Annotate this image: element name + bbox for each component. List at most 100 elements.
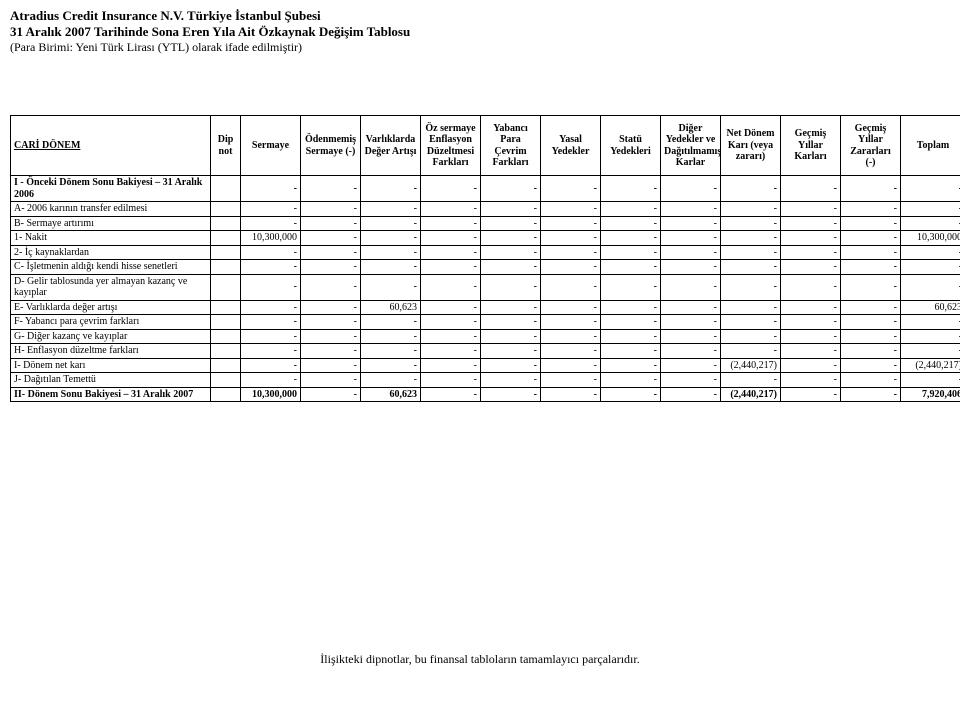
cell: - — [361, 245, 421, 260]
table-header: CARİ DÖNEM Dip not Sermaye Ödenmemiş Ser… — [11, 116, 960, 176]
cell: - — [541, 387, 601, 402]
cell: 60,623 — [361, 387, 421, 402]
cell: - — [361, 216, 421, 231]
cell: - — [841, 315, 901, 330]
cell: - — [421, 202, 481, 217]
cell: - — [901, 216, 960, 231]
cell: - — [301, 274, 361, 300]
cell: - — [301, 358, 361, 373]
cell: - — [361, 274, 421, 300]
cell: - — [841, 387, 901, 402]
cell: - — [601, 216, 661, 231]
cell — [211, 358, 241, 373]
cell: - — [841, 358, 901, 373]
cell: - — [301, 387, 361, 402]
cell: 10,300,000 — [241, 231, 301, 246]
cell: - — [661, 274, 721, 300]
cell — [211, 373, 241, 388]
cell: - — [361, 260, 421, 275]
col-sermaye: Sermaye — [241, 116, 301, 176]
cell: - — [841, 344, 901, 359]
col-gecmis-zarar: Geçmiş Yıllar Zararları (-) — [841, 116, 901, 176]
cell: - — [421, 300, 481, 315]
col-varlik: Varlıklarda Değer Artışı — [361, 116, 421, 176]
table-row: G- Diğer kazanç ve kayıplar------------ — [11, 329, 960, 344]
cell: - — [481, 344, 541, 359]
cell: - — [721, 274, 781, 300]
cell: - — [601, 315, 661, 330]
cell: - — [241, 329, 301, 344]
cell: - — [901, 344, 960, 359]
cell — [211, 231, 241, 246]
cell — [211, 260, 241, 275]
cell: - — [721, 373, 781, 388]
cell: - — [301, 216, 361, 231]
cell: - — [301, 315, 361, 330]
row-label: C- İşletmenin aldığı kendi hisse senetle… — [11, 260, 211, 275]
report-title: 31 Aralık 2007 Tarihinde Sona Eren Yıla … — [10, 24, 950, 40]
cell: - — [421, 216, 481, 231]
cell: - — [361, 202, 421, 217]
cell: - — [661, 231, 721, 246]
col-netdonem: Net Dönem Karı (veya zararı) — [721, 116, 781, 176]
cell: - — [301, 260, 361, 275]
cell: - — [601, 373, 661, 388]
table-row: I - Önceki Dönem Sonu Bakiyesi – 31 Aral… — [11, 176, 960, 202]
section-label: CARİ DÖNEM — [11, 116, 211, 176]
equity-change-table-wrap: CARİ DÖNEM Dip not Sermaye Ödenmemiş Ser… — [10, 115, 950, 402]
cell: - — [421, 387, 481, 402]
table-row: C- İşletmenin aldığı kendi hisse senetle… — [11, 260, 960, 275]
cell: - — [301, 373, 361, 388]
cell: - — [661, 373, 721, 388]
cell — [211, 245, 241, 260]
cell: - — [901, 315, 960, 330]
cell: - — [481, 373, 541, 388]
cell — [211, 344, 241, 359]
cell: - — [781, 176, 841, 202]
cell — [211, 315, 241, 330]
col-statu: Statü Yedekleri — [601, 116, 661, 176]
cell: - — [781, 344, 841, 359]
cell: - — [841, 260, 901, 275]
cell: - — [661, 245, 721, 260]
table-row: A- 2006 karının transfer edilmesi-------… — [11, 202, 960, 217]
cell: - — [841, 373, 901, 388]
cell: - — [481, 274, 541, 300]
cell: - — [301, 202, 361, 217]
cell — [211, 274, 241, 300]
cell: - — [421, 274, 481, 300]
cell: - — [541, 358, 601, 373]
cell: - — [601, 231, 661, 246]
cell: - — [541, 373, 601, 388]
cell: - — [421, 315, 481, 330]
company-name: Atradius Credit Insurance N.V. Türkiye İ… — [10, 8, 950, 24]
cell — [211, 216, 241, 231]
currency-note: (Para Birimi: Yeni Türk Lirası (YTL) ola… — [10, 40, 950, 55]
row-label: G- Diğer kazanç ve kayıplar — [11, 329, 211, 344]
table-row: 1- Nakit10,300,000----------10,300,000 — [11, 231, 960, 246]
col-diger: Diğer Yedekler ve Dağıtılmamış Karlar — [661, 116, 721, 176]
cell: - — [361, 176, 421, 202]
cell: (2,440,217) — [901, 358, 960, 373]
row-label: I - Önceki Dönem Sonu Bakiyesi – 31 Aral… — [11, 176, 211, 202]
table-row: E- Varlıklarda değer artışı--60,623-----… — [11, 300, 960, 315]
cell: - — [781, 300, 841, 315]
cell: - — [481, 202, 541, 217]
col-dipnot: Dip not — [211, 116, 241, 176]
cell — [211, 387, 241, 402]
cell: - — [721, 300, 781, 315]
cell: - — [361, 315, 421, 330]
cell: - — [841, 231, 901, 246]
cell: - — [721, 216, 781, 231]
row-label: A- 2006 karının transfer edilmesi — [11, 202, 211, 217]
row-label: B- Sermaye artırımı — [11, 216, 211, 231]
cell: - — [901, 202, 960, 217]
row-label: F- Yabancı para çevrim farkları — [11, 315, 211, 330]
cell: - — [481, 358, 541, 373]
cell: - — [241, 315, 301, 330]
cell: - — [721, 231, 781, 246]
cell: - — [901, 176, 960, 202]
cell: - — [601, 245, 661, 260]
cell: 60,623 — [901, 300, 960, 315]
row-label: 1- Nakit — [11, 231, 211, 246]
